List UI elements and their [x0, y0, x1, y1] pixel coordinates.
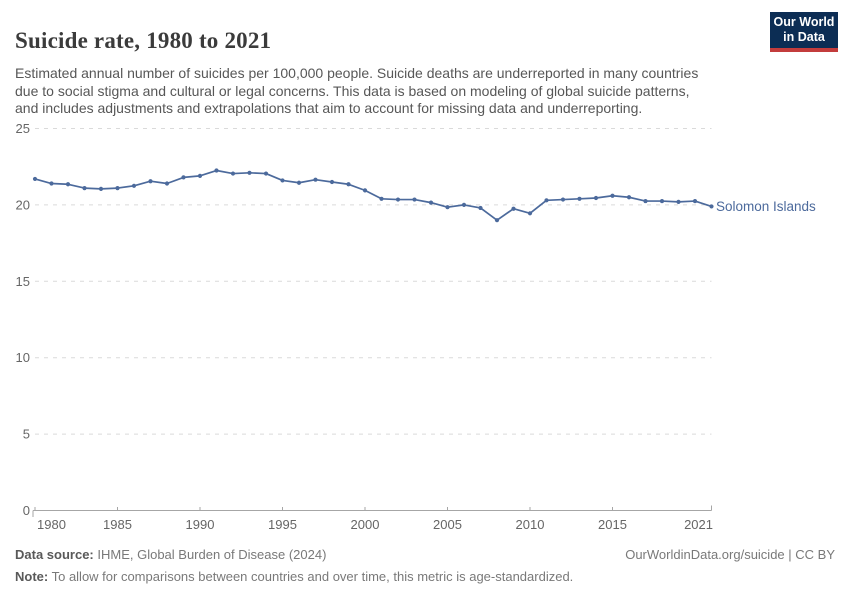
data-point-marker — [214, 168, 219, 173]
owid-logo: Our World in Data — [770, 12, 838, 52]
data-point-marker — [362, 188, 368, 193]
data-point-marker — [82, 185, 87, 191]
data-point-marker — [709, 204, 714, 209]
data-point-marker — [197, 173, 203, 178]
data-point-marker — [544, 198, 549, 203]
data-point-marker — [247, 170, 252, 175]
x-axis-tick-label: 2005 — [433, 517, 462, 532]
x-axis-tick-label: 1980 — [37, 517, 66, 532]
data-source-text: IHME, Global Burden of Disease (2024) — [93, 547, 327, 562]
data-point-marker — [379, 196, 384, 201]
data-point-marker — [280, 178, 285, 183]
note-text: To allow for comparisons between countri… — [48, 569, 574, 584]
data-point-marker — [296, 180, 302, 185]
note-label: Note: — [15, 569, 49, 584]
data-point-marker — [643, 198, 648, 204]
data-point-marker — [593, 195, 599, 201]
x-axis-tick-label: 1985 — [103, 517, 132, 532]
footer: Data source: IHME, Global Burden of Dise… — [15, 547, 835, 584]
data-point-marker — [511, 206, 516, 211]
y-axis-tick-label: 20 — [16, 197, 30, 212]
data-point-marker — [230, 171, 236, 176]
subtitle-line: due to social stigma and cultural or leg… — [15, 82, 690, 99]
data-source-label: Data source: — [15, 547, 94, 562]
data-point-marker — [478, 205, 483, 211]
data-point-marker — [313, 177, 318, 182]
data-point-marker — [98, 186, 104, 191]
logo-line-2: in Data — [783, 29, 825, 44]
data-point-marker — [148, 179, 153, 184]
logo-line-1: Our World — [773, 15, 835, 29]
data-point-marker — [115, 185, 120, 191]
data-point-marker — [164, 181, 170, 186]
data-point-marker — [395, 197, 401, 202]
y-axis-tick-label: 15 — [16, 274, 30, 289]
data-point-marker — [428, 200, 434, 205]
chart-subtitle: Estimated annual number of suicides per … — [15, 65, 765, 118]
data-source: Data source: IHME, Global Burden of Dise… — [15, 547, 326, 562]
data-point-marker — [49, 181, 54, 186]
data-point-marker — [32, 176, 38, 182]
data-point-marker — [461, 202, 467, 207]
entity-label: Solomon Islands — [716, 199, 816, 214]
data-source-line: Data source: IHME, Global Burden of Dise… — [15, 547, 835, 569]
x-axis-tick-label: 2010 — [516, 517, 545, 532]
x-axis-tick-label: 2015 — [598, 517, 627, 532]
x-axis-tick-label: 2021 — [684, 517, 713, 532]
x-axis-tick-label: 1995 — [268, 517, 297, 532]
data-point-marker — [626, 195, 632, 200]
data-point-marker — [131, 183, 137, 188]
data-point-marker — [65, 182, 71, 187]
subtitle-line: Estimated annual number of suicides per … — [15, 65, 699, 81]
data-point-marker — [577, 196, 582, 201]
subtitle-line: and includes adjustments and extrapolati… — [15, 100, 643, 117]
data-point-marker — [181, 175, 186, 180]
data-point-marker — [445, 205, 450, 210]
data-point-marker — [692, 198, 698, 204]
data-point-marker — [412, 197, 417, 202]
x-axis-tick-label: 1990 — [186, 517, 215, 532]
y-axis-tick-label: 5 — [23, 427, 30, 442]
data-point-marker — [610, 193, 615, 198]
y-axis-tick-label: 10 — [16, 350, 30, 365]
license-text: OurWorldinData.org/suicide | CC BY — [625, 547, 835, 562]
data-point-marker — [560, 197, 566, 202]
data-point-marker — [659, 198, 665, 204]
note-line: Note: To allow for comparisons between c… — [15, 569, 573, 584]
trend-line — [34, 169, 713, 222]
y-axis-tick-label: 25 — [16, 121, 30, 136]
page-title: Suicide rate, 1980 to 2021 — [15, 28, 272, 54]
data-point-marker — [676, 199, 681, 204]
data-point-marker — [527, 211, 533, 216]
data-point-marker — [263, 171, 269, 176]
data-point-marker — [329, 179, 335, 185]
data-point-marker — [346, 182, 351, 187]
data-point-marker — [494, 218, 500, 223]
x-axis-tick-label: 2000 — [351, 517, 380, 532]
y-axis-tick-label: 0 — [23, 503, 30, 518]
